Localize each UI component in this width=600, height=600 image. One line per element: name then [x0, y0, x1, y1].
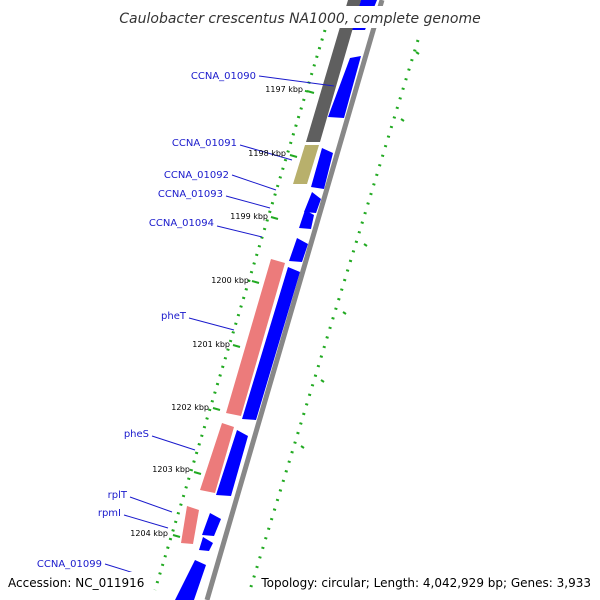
tick-1199 [270, 216, 279, 220]
gene-label-rplt[interactable]: rplT [108, 490, 128, 501]
gene-phes-trna-feature[interactable] [200, 423, 234, 493]
tick-1204 [172, 534, 181, 538]
tick-1198 [289, 154, 298, 158]
gene-label-ccna-01099[interactable]: CCNA_01099 [37, 559, 102, 570]
connector-phet [188, 317, 235, 331]
gray-feature [306, 0, 361, 142]
gene-rplt-trna-feature[interactable] [181, 506, 199, 544]
gc-dash-2 [363, 243, 368, 247]
gene-phet-feature[interactable] [242, 267, 300, 420]
connector-ccna-01091 [239, 144, 293, 161]
tick-1203 [193, 471, 202, 475]
tick-label-1198: 1198 kbp [248, 149, 286, 158]
tick-1202 [212, 407, 221, 411]
genome-backbone [204, 0, 385, 600]
gene-label-ccna-01093[interactable]: CCNA_01093 [158, 189, 223, 200]
gene-label-ccna-01092[interactable]: CCNA_01092 [164, 170, 229, 181]
tick-1201 [232, 344, 241, 348]
title-background [118, 6, 480, 28]
gene-ccna-01090-feature[interactable] [328, 56, 361, 118]
gc-dash-3 [342, 311, 347, 315]
connector-rplt [129, 496, 173, 513]
gene-ccna-01092-feature[interactable] [304, 192, 321, 213]
tick-label-1200: 1200 kbp [211, 276, 249, 285]
gene-ccna-01091-olive-feature[interactable] [293, 145, 319, 184]
gene-ccna-01099-feature[interactable] [175, 560, 206, 600]
gene-label-ccna-01090[interactable]: CCNA_01090 [191, 71, 256, 82]
connector-ccna-01093 [225, 195, 271, 209]
gene-label-phet[interactable]: pheT [161, 311, 187, 322]
gene-label-phes[interactable]: pheS [124, 429, 149, 440]
tick-label-1201: 1201 kbp [192, 340, 230, 349]
tick-label-1204: 1204 kbp [130, 529, 168, 538]
gene-label-ccna-01094[interactable]: CCNA_01094 [149, 218, 214, 229]
connector-rpmi [123, 514, 169, 529]
tick-label-1197: 1197 kbp [265, 85, 303, 94]
tick-1200 [251, 280, 260, 284]
gene-ccna-01093-feature[interactable] [299, 210, 314, 229]
topology-text: Topology: circular; Length: 4,042,929 bp… [260, 576, 591, 590]
accession-text: Accession: NC_011916 [8, 576, 144, 590]
gc-dash-4 [320, 379, 325, 383]
map-title: Caulobacter crescentus NA1000, complete … [119, 11, 480, 27]
connector-ccna-01092 [231, 174, 277, 191]
gc-dash-5 [300, 445, 305, 449]
gc-track-inner [153, 29, 327, 591]
connector-ccna-01090 [258, 75, 335, 87]
gene-ccna-01094-feature[interactable] [289, 238, 308, 262]
tick-1197 [306, 90, 315, 94]
accession-background [4, 572, 150, 592]
tick-label-1203: 1203 kbp [152, 465, 190, 474]
topology-background [256, 572, 596, 592]
gc-dash-6 [415, 51, 420, 55]
gene-label-rpmi[interactable]: rpmI [98, 508, 121, 519]
connector-ccna-01094 [216, 225, 263, 238]
gene-rplt-feature[interactable] [202, 513, 221, 536]
gene-label-ccna-01091[interactable]: CCNA_01091 [172, 138, 237, 149]
connector-phes [151, 435, 196, 451]
tick-label-1199: 1199 kbp [230, 212, 268, 221]
gene-ccna-01091-feature[interactable] [311, 148, 333, 189]
gene-phes-feature[interactable] [216, 430, 248, 496]
gene-rpmi-feature[interactable] [199, 537, 213, 551]
gc-dash-1 [400, 118, 405, 122]
tick-label-1202: 1202 kbp [171, 403, 209, 412]
gene-phet-trna-feature[interactable] [226, 259, 285, 416]
